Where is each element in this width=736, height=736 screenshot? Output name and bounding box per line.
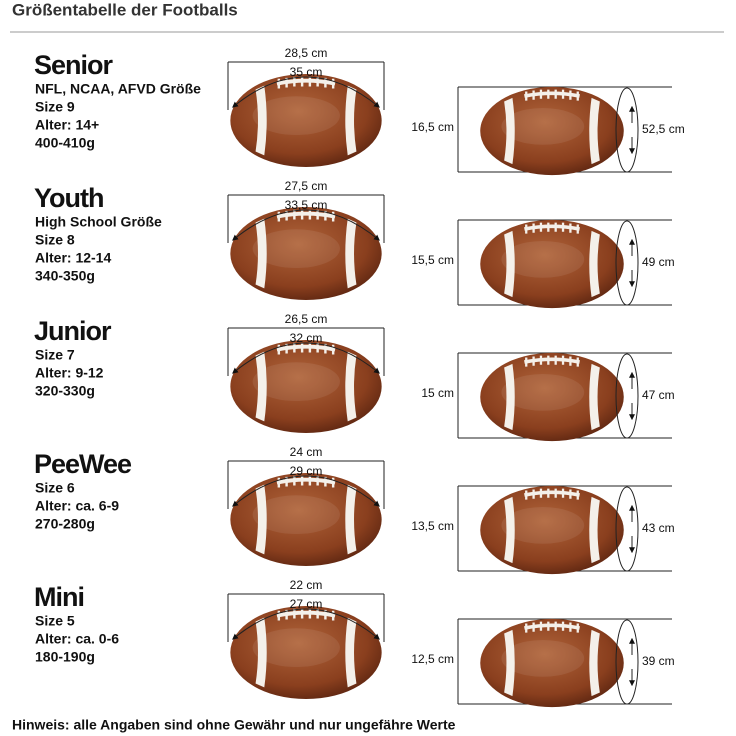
size-info: Size 7 — [35, 347, 75, 363]
size-name: Junior — [34, 316, 112, 346]
circumference-label: 33,5 cm — [285, 198, 328, 212]
girth-label: 39 cm — [642, 654, 675, 668]
girth-label: 43 cm — [642, 521, 675, 535]
football — [478, 484, 626, 576]
height-label: 15 cm — [421, 386, 454, 400]
length-label: 28,5 cm — [285, 46, 328, 60]
footer-note: Hinweis: alle Angaben sind ohne Gewähr u… — [12, 717, 456, 733]
length-label: 26,5 cm — [285, 312, 328, 326]
size-info: Alter: ca. 0-6 — [35, 631, 119, 647]
size-info: 180-190g — [35, 649, 95, 665]
circumference-arc — [232, 209, 380, 241]
football — [228, 338, 384, 435]
football — [228, 205, 384, 302]
girth-ellipse — [615, 220, 639, 306]
football — [478, 617, 626, 709]
football — [228, 72, 384, 169]
football — [228, 471, 384, 568]
circumference-label: 27 cm — [290, 597, 323, 611]
size-info: Size 9 — [35, 99, 75, 115]
circumference-arc — [232, 76, 380, 108]
size-info: 340-350g — [35, 268, 95, 284]
girth-ellipse — [615, 353, 639, 439]
size-info: 270-280g — [35, 516, 95, 532]
circumference-label: 29 cm — [290, 464, 323, 478]
size-info: NFL, NCAA, AFVD Größe — [35, 81, 201, 97]
football — [228, 604, 384, 701]
size-info: Alter: 9-12 — [35, 365, 104, 381]
girth-label: 52,5 cm — [642, 122, 685, 136]
height-label: 13,5 cm — [411, 519, 454, 533]
height-label: 12,5 cm — [411, 652, 454, 666]
size-name: PeeWee — [34, 449, 132, 479]
size-info: 400-410g — [35, 135, 95, 151]
size-name: Senior — [34, 50, 114, 80]
girth-ellipse — [615, 619, 639, 705]
size-name: Youth — [34, 183, 103, 213]
size-info: Alter: ca. 6-9 — [35, 498, 119, 514]
circumference-arc — [232, 608, 380, 640]
length-label: 22 cm — [290, 578, 323, 592]
size-info: Alter: 14+ — [35, 117, 99, 133]
height-label: 15,5 cm — [411, 253, 454, 267]
size-name: Mini — [34, 582, 84, 612]
height-label: 16,5 cm — [411, 120, 454, 134]
size-info: Size 6 — [35, 480, 75, 496]
length-label: 24 cm — [290, 445, 323, 459]
circumference-label: 32 cm — [290, 331, 323, 345]
girth-ellipse — [615, 87, 639, 173]
length-label: 27,5 cm — [285, 179, 328, 193]
size-info: 320-330g — [35, 383, 95, 399]
football — [478, 85, 626, 177]
title: Größentabelle der Footballs — [12, 0, 238, 19]
circumference-arc — [232, 342, 380, 374]
size-info: Size 5 — [35, 613, 75, 629]
size-info: High School Größe — [35, 214, 162, 230]
size-info: Alter: 12-14 — [35, 250, 111, 266]
football — [478, 351, 626, 443]
football — [478, 218, 626, 310]
circumference-arc — [232, 475, 380, 507]
girth-label: 47 cm — [642, 388, 675, 402]
circumference-label: 35 cm — [290, 65, 323, 79]
size-info: Size 8 — [35, 232, 75, 248]
girth-label: 49 cm — [642, 255, 675, 269]
girth-ellipse — [615, 486, 639, 572]
